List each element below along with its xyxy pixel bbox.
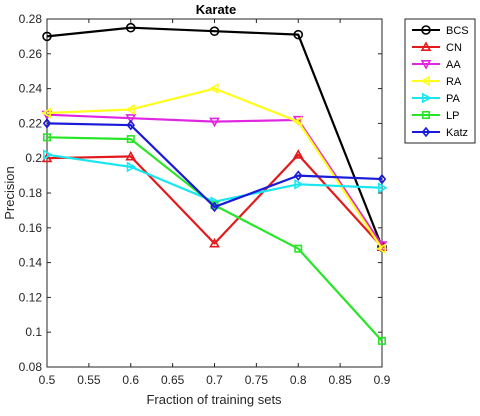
legend-item-lp: LP <box>412 110 459 122</box>
legend-label-lp: LP <box>446 110 459 122</box>
legend-item-ra: RA <box>412 75 462 88</box>
x-tick-label: 0.6 <box>122 373 139 387</box>
data-point-pa <box>42 149 53 161</box>
y-tick-label: 0.2 <box>25 151 42 165</box>
data-point-lp <box>42 133 51 142</box>
data-point-pa <box>294 178 304 190</box>
legend-marker-bcs <box>421 25 431 35</box>
data-point-cn <box>125 150 137 161</box>
data-point-katz <box>126 119 135 131</box>
data-point-bcs <box>125 22 136 33</box>
y-tick-label: 0.24 <box>19 82 43 96</box>
data-point-lp <box>294 244 303 253</box>
legend-label-pa: PA <box>446 93 461 105</box>
x-tick-label: 0.7 <box>206 373 223 387</box>
series-ra <box>41 83 387 255</box>
x-tick-label: 0.8 <box>290 373 307 387</box>
data-point-katz <box>210 201 219 213</box>
data-point-ra <box>292 116 303 128</box>
y-tick-label: 0.26 <box>19 47 43 61</box>
x-axis-label: Fraction of training sets <box>146 392 282 407</box>
legend-marker-cn <box>420 41 432 52</box>
y-tick-label: 0.18 <box>19 186 43 200</box>
plot-area <box>46 18 383 368</box>
data-point-aa <box>209 117 220 128</box>
data-point-ra <box>41 107 52 119</box>
data-point-katz <box>377 173 387 185</box>
legend-item-cn: CN <box>412 41 462 54</box>
legend-label-aa: AA <box>446 59 461 71</box>
series-line-lp <box>46 136 383 342</box>
data-point-cn <box>292 149 304 159</box>
series-layer <box>41 22 388 345</box>
series-lp <box>42 133 386 345</box>
legend-label-bcs: BCS <box>446 25 469 37</box>
y-tick-label: 0.08 <box>19 360 43 374</box>
data-point-ra <box>208 83 219 94</box>
legend: BCS CN AA RA PA LP Katz <box>404 18 476 144</box>
data-point-aa <box>125 114 137 124</box>
data-point-ra <box>376 243 387 255</box>
data-point-bcs <box>42 31 52 42</box>
tick-layer: 0.5 0.55 0.6 0.65 0.7 0.75 0.8 0.85 0.9 0.08 0.1 0.… <box>19 12 391 387</box>
data-point-lp <box>126 135 135 144</box>
series-line-katz <box>46 122 383 209</box>
legend-label-ra: RA <box>446 76 462 88</box>
data-point-bcs <box>209 26 220 36</box>
data-point-pa <box>126 161 137 173</box>
legend-marker-aa <box>420 59 432 70</box>
series-line-aa <box>46 113 383 246</box>
series-line-bcs <box>46 26 384 248</box>
legend-label-cn: CN <box>446 42 462 54</box>
data-point-cn <box>209 237 220 248</box>
y-tick-label: 0.22 <box>19 116 43 130</box>
data-point-ra <box>125 104 135 115</box>
legend-item-pa: PA <box>412 92 461 105</box>
x-tick-label: 0.55 <box>77 373 101 387</box>
legend-marker-ra <box>420 75 431 87</box>
series-katz <box>42 118 387 213</box>
y-tick-label: 0.1 <box>25 325 42 339</box>
legend-item-aa: AA <box>412 59 461 71</box>
data-point-pa <box>377 182 388 194</box>
series-line-ra <box>46 87 383 250</box>
y-tick-label: 0.12 <box>19 290 43 304</box>
x-tick-label: 0.65 <box>161 373 185 387</box>
y-tick-label: 0.28 <box>19 12 43 26</box>
data-point-lp <box>377 336 386 345</box>
legend-marker-pa <box>421 92 432 104</box>
legend-item-katz: Katz <box>412 126 468 139</box>
y-axis-label: Precision <box>2 166 17 219</box>
x-tick-label: 0.75 <box>245 373 269 387</box>
legend-item-bcs: BCS <box>412 25 469 37</box>
x-tick-label: 0.85 <box>328 373 352 387</box>
y-tick-label: 0.14 <box>19 256 43 270</box>
legend-marker-katz <box>421 126 431 138</box>
x-tick-label: 0.9 <box>374 373 391 387</box>
x-tick-label: 0.5 <box>39 373 56 387</box>
legend-marker-lp <box>421 111 430 120</box>
data-point-katz <box>294 170 303 181</box>
chart-title: Karate <box>196 2 236 17</box>
y-tick-label: 0.16 <box>19 221 43 235</box>
data-point-katz <box>42 118 52 129</box>
legend-label-katz: Katz <box>446 127 468 139</box>
data-point-bcs <box>293 29 304 40</box>
